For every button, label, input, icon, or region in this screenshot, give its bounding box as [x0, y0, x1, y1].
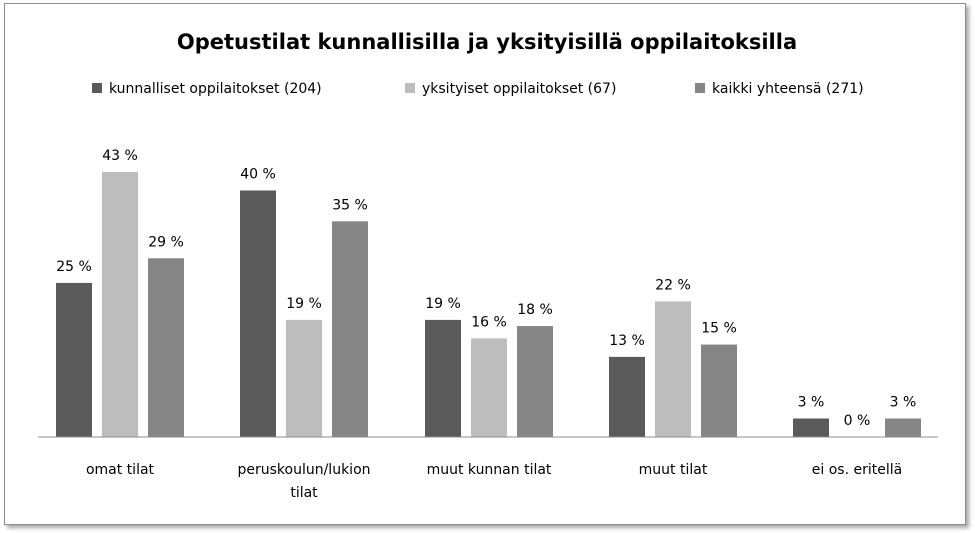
data-label-s2-c2: 19 %	[286, 296, 322, 312]
data-label-s2-c1: 43 %	[102, 148, 138, 164]
data-label-s1-c2: 40 %	[240, 166, 276, 182]
data-label-s3-c3: 18 %	[517, 302, 553, 318]
data-label-s2-c3: 16 %	[471, 314, 507, 330]
category-label-5: ei os. eritellä	[812, 462, 902, 478]
data-label-s3-c2: 35 %	[332, 197, 368, 213]
legend: kunnalliset oppilaitokset (204) yksityise…	[92, 81, 864, 97]
bar-s2-c2	[286, 319, 322, 437]
bars	[56, 172, 921, 437]
bar-s2-c4	[655, 301, 691, 437]
data-label-s3-c1: 29 %	[148, 234, 184, 250]
bar-s1-c5	[793, 418, 829, 437]
legend-swatch-2	[405, 83, 415, 93]
category-label-3: muut kunnan tilat	[427, 462, 552, 478]
legend-label-1: kunnalliset oppilaitokset (204)	[109, 81, 322, 97]
data-label-s1-c4: 13 %	[609, 333, 645, 349]
data-label-s3-c5: 3 %	[890, 395, 917, 411]
bar-s1-c3	[425, 319, 461, 437]
bar-s3-c4	[701, 344, 737, 437]
legend-swatch-3	[695, 83, 705, 93]
bar-s3-c1	[148, 258, 184, 437]
bar-s3-c3	[517, 326, 553, 437]
category-label-1: omat tilat	[86, 462, 155, 478]
bar-s3-c2	[332, 221, 368, 437]
data-label-s1-c1: 25 %	[56, 259, 92, 275]
data-label-s1-c3: 19 %	[425, 296, 461, 312]
chart-title: Opetustilat kunnallisilla ja yksityisill…	[177, 30, 797, 54]
bar-s1-c4	[609, 356, 645, 437]
data-labels: 25 % 40 % 19 % 13 % 3 % 43 % 19 % 16 % 22 % 0 % 29…	[56, 148, 916, 429]
data-label-s1-c5: 3 %	[798, 395, 825, 411]
category-label-2-line-2: tilat	[290, 485, 318, 501]
data-label-s2-c4: 22 %	[655, 277, 691, 293]
category-label-2-line-1: peruskoulun/lukion	[237, 462, 370, 478]
bar-s3-c5	[885, 418, 921, 437]
category-label-4: muut tilat	[639, 462, 708, 478]
legend-label-3: kaikki yhteensä (271)	[712, 81, 864, 97]
category-labels: omat tilat peruskoulun/lukion tilat muut ku…	[86, 462, 902, 501]
bar-s1-c1	[56, 282, 92, 437]
data-label-s3-c4: 15 %	[701, 321, 737, 337]
legend-label-2: yksityiset oppilaitokset (67)	[422, 81, 616, 97]
data-label-s2-c5: 0 %	[844, 413, 871, 429]
bar-s2-c1	[102, 172, 138, 437]
bar-s2-c3	[471, 338, 507, 437]
bar-s1-c2	[240, 190, 276, 437]
legend-swatch-1	[92, 83, 102, 93]
